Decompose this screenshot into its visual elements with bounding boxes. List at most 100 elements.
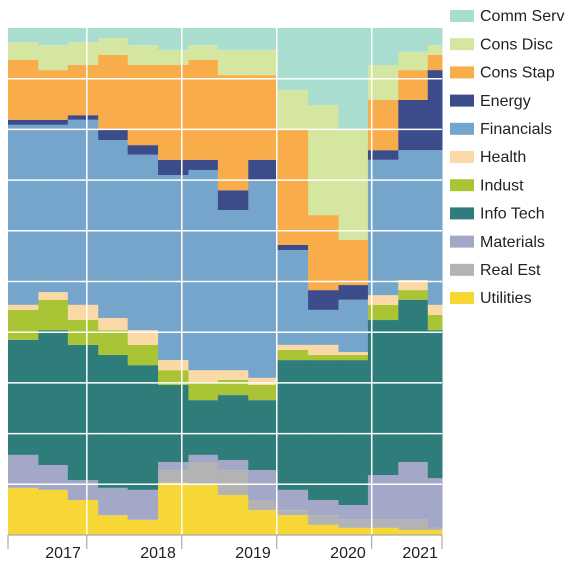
area-segment	[8, 59, 39, 120]
area-segment	[67, 115, 99, 120]
area-segment	[188, 461, 219, 485]
area-segment	[8, 309, 39, 340]
area-segment	[398, 529, 429, 535]
area-segment	[188, 370, 219, 382]
area-segment	[188, 159, 219, 170]
x-tick-label: 2021	[402, 545, 438, 562]
area-segment	[427, 304, 443, 315]
legend-swatch	[450, 235, 474, 248]
legend-swatch	[450, 179, 474, 192]
area-segment	[8, 119, 39, 125]
x-tick-label: 2019	[235, 545, 271, 562]
legend-swatch	[450, 122, 474, 135]
area-segment	[158, 49, 189, 66]
area-segment	[367, 320, 399, 476]
area-segment	[38, 330, 69, 466]
area-segment	[367, 159, 399, 296]
area-segment	[38, 489, 69, 535]
area-segment	[188, 28, 219, 46]
area-segment	[217, 190, 249, 211]
area-segment	[188, 454, 219, 462]
area-segment	[38, 292, 69, 300]
legend-label: Energy	[480, 93, 531, 110]
legend-swatch	[450, 263, 474, 276]
area-segment	[308, 290, 339, 310]
area-segment	[38, 28, 69, 46]
area-segment	[398, 299, 429, 462]
area-segment	[8, 28, 39, 43]
area-segment	[158, 360, 189, 371]
legend-swatch	[450, 207, 474, 220]
area-segment	[398, 279, 429, 291]
area-segment	[277, 89, 309, 130]
area-segment	[427, 28, 443, 46]
area-segment	[38, 119, 69, 125]
area-segment	[188, 484, 219, 535]
area-segment	[127, 489, 159, 520]
area-segment	[248, 400, 279, 471]
area-segment	[248, 28, 279, 50]
area-segment	[338, 527, 369, 535]
area-segment	[8, 304, 39, 310]
area-segment	[217, 459, 249, 471]
area-segment	[308, 500, 339, 516]
area-segment	[98, 54, 129, 130]
legend-label: Cons Disc	[480, 36, 553, 53]
area-segment	[127, 330, 159, 345]
area-segment	[427, 330, 443, 479]
area-segment	[248, 49, 279, 76]
area-segment	[98, 140, 129, 319]
legend-label: Cons Stap	[480, 65, 555, 82]
area-segment	[308, 344, 339, 356]
area-segment	[277, 344, 309, 350]
area-segment	[248, 510, 279, 535]
area-segment	[127, 519, 159, 535]
area-segment	[98, 318, 129, 331]
area-segment	[98, 129, 129, 141]
area-segment	[217, 49, 249, 76]
area-segment	[248, 159, 279, 181]
area-segment	[308, 28, 339, 106]
area-segment	[38, 70, 69, 120]
area-segment	[427, 478, 443, 528]
area-segment	[398, 519, 429, 530]
area-segment	[158, 384, 189, 462]
area-segment	[248, 384, 279, 401]
area-segment	[367, 519, 399, 528]
area-segment	[67, 500, 99, 535]
area-segment	[188, 45, 219, 60]
legend-swatch	[450, 151, 474, 163]
area-segment	[338, 129, 369, 240]
x-tick-label: 2020	[330, 545, 366, 562]
legend-label: Financials	[480, 121, 552, 138]
area-segment	[277, 510, 309, 516]
area-segment	[338, 239, 369, 286]
area-segment	[367, 28, 399, 66]
area-segment	[367, 475, 399, 520]
area-segment	[277, 250, 309, 345]
area-segment	[67, 304, 99, 321]
area-segment	[338, 299, 369, 352]
area-segment	[398, 290, 429, 300]
area-segment	[427, 529, 443, 535]
area-segment	[277, 360, 309, 490]
area-segment	[338, 285, 369, 300]
area-segment	[188, 169, 219, 371]
area-segment	[98, 515, 129, 535]
area-segment	[217, 494, 249, 535]
legend-label: Utilities	[480, 290, 532, 307]
area-segment	[427, 70, 443, 151]
area-segment	[98, 38, 129, 55]
area-segment	[427, 527, 443, 530]
grid	[8, 28, 442, 535]
area-segment	[398, 461, 429, 520]
area-segment	[67, 344, 99, 481]
area-segment	[98, 487, 129, 516]
area-segment	[188, 59, 219, 160]
area-segment	[127, 145, 159, 155]
area-segment	[248, 377, 279, 385]
area-segment	[367, 150, 399, 160]
area-segment	[158, 470, 189, 483]
area-segment	[398, 99, 429, 151]
area-segment	[158, 159, 189, 176]
